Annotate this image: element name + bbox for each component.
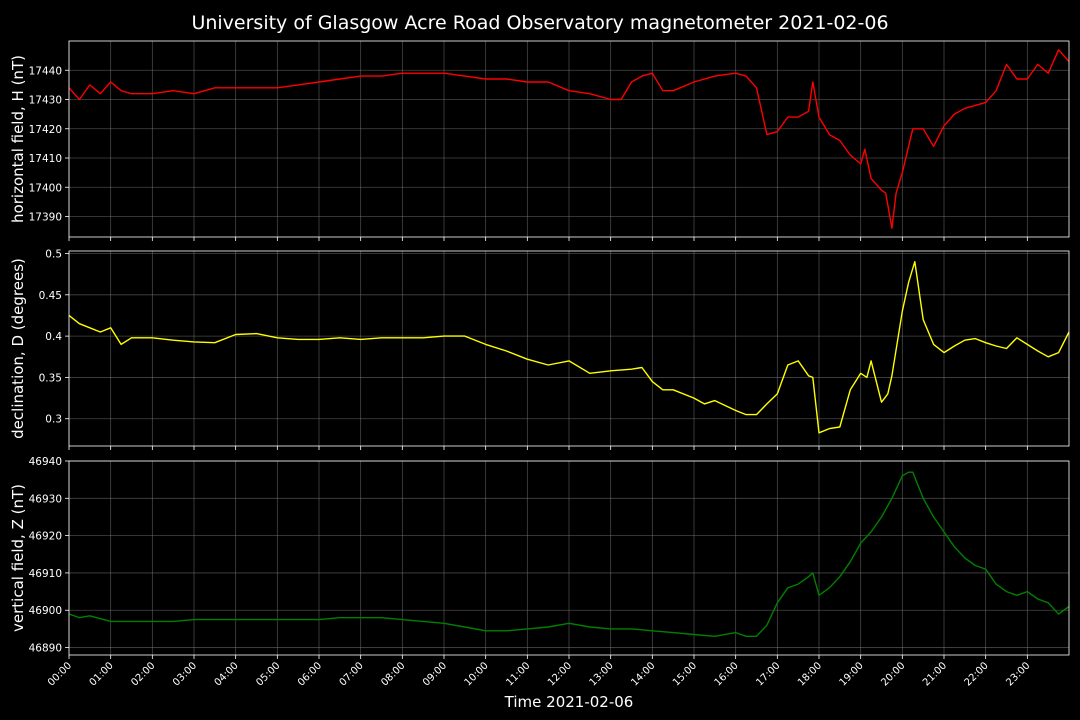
series-line-3 bbox=[68, 471, 1070, 637]
x-tick-label: 12:00 bbox=[546, 660, 574, 688]
x-tick-label: 00:00 bbox=[46, 660, 74, 688]
plot-frame bbox=[68, 250, 1070, 447]
x-tick-label: 06:00 bbox=[296, 660, 324, 688]
x-tick-label: 10:00 bbox=[463, 660, 491, 688]
x-tick-label: 16:00 bbox=[713, 660, 741, 688]
y-tick-label: 46920 bbox=[29, 531, 62, 543]
y-tick-label: 17420 bbox=[29, 124, 62, 136]
series-line-1 bbox=[68, 49, 1070, 229]
y-axis-label: declination, D (degrees) bbox=[9, 258, 27, 439]
y-tick-label: 46890 bbox=[29, 643, 62, 655]
x-tick-label: 21:00 bbox=[921, 660, 949, 688]
y-tick-label: 46900 bbox=[29, 605, 62, 617]
y-tick-label: 17410 bbox=[29, 153, 62, 165]
x-tick-label: 15:00 bbox=[671, 660, 699, 688]
x-tick-label: 01:00 bbox=[88, 660, 116, 688]
y-tick-label: 0.35 bbox=[39, 372, 62, 384]
x-tick-label: 05:00 bbox=[254, 660, 282, 688]
y-axis-label: vertical field, Z (nT) bbox=[9, 484, 27, 632]
panel-3: 46890 46900 46910 46920 46930 46940 vertical f… bbox=[9, 456, 1070, 659]
x-tick-label: 03:00 bbox=[171, 660, 199, 688]
y-tick-label: 0.45 bbox=[39, 290, 62, 302]
y-tick-label: 0.3 bbox=[45, 414, 62, 426]
x-tick-label: 14:00 bbox=[629, 660, 657, 688]
x-tick-label: 20:00 bbox=[879, 660, 907, 688]
panel-1: 17390 17400 17410 17420 17430 17440horizontal… bbox=[9, 40, 1070, 241]
x-tick-label: 04:00 bbox=[213, 660, 241, 688]
x-tick-label: 18:00 bbox=[796, 660, 824, 688]
x-tick-label: 07:00 bbox=[338, 660, 366, 688]
x-tick-label: 13:00 bbox=[588, 660, 616, 688]
y-tick-label: 17400 bbox=[29, 182, 62, 194]
x-tick-label: 02:00 bbox=[129, 660, 157, 688]
x-tick-label: 23:00 bbox=[1004, 660, 1032, 688]
y-tick-label: 0.5 bbox=[45, 248, 62, 260]
y-tick-label: 46940 bbox=[29, 456, 62, 468]
y-tick-label: 17430 bbox=[29, 95, 62, 107]
x-tick-label: 19:00 bbox=[838, 660, 866, 688]
x-tick-label: 11:00 bbox=[504, 660, 532, 688]
y-tick-label: 17390 bbox=[29, 212, 62, 224]
x-tick-label: 22:00 bbox=[963, 660, 991, 688]
y-tick-label: 46910 bbox=[29, 568, 62, 580]
panel-2: 0.3 0.35 0.4 0.45 0.5 declination, D (degrees… bbox=[9, 248, 1070, 450]
x-axis-label: Time 2021-02-06 bbox=[504, 693, 634, 711]
y-tick-label: 0.4 bbox=[45, 331, 62, 343]
chart-title: University of Glasgow Acre Road Observat… bbox=[191, 12, 888, 34]
y-axis-label: horizontal field, H (nT) bbox=[9, 55, 27, 223]
x-tick-label: 08:00 bbox=[379, 660, 407, 688]
series-line-2 bbox=[68, 261, 1070, 434]
y-tick-label: 46930 bbox=[29, 493, 62, 505]
plot-frame bbox=[68, 460, 1070, 656]
x-tick-label: 09:00 bbox=[421, 660, 449, 688]
y-tick-label: 17440 bbox=[29, 65, 62, 77]
plot-frame bbox=[68, 40, 1070, 238]
x-tick-label: 17:00 bbox=[754, 660, 782, 688]
